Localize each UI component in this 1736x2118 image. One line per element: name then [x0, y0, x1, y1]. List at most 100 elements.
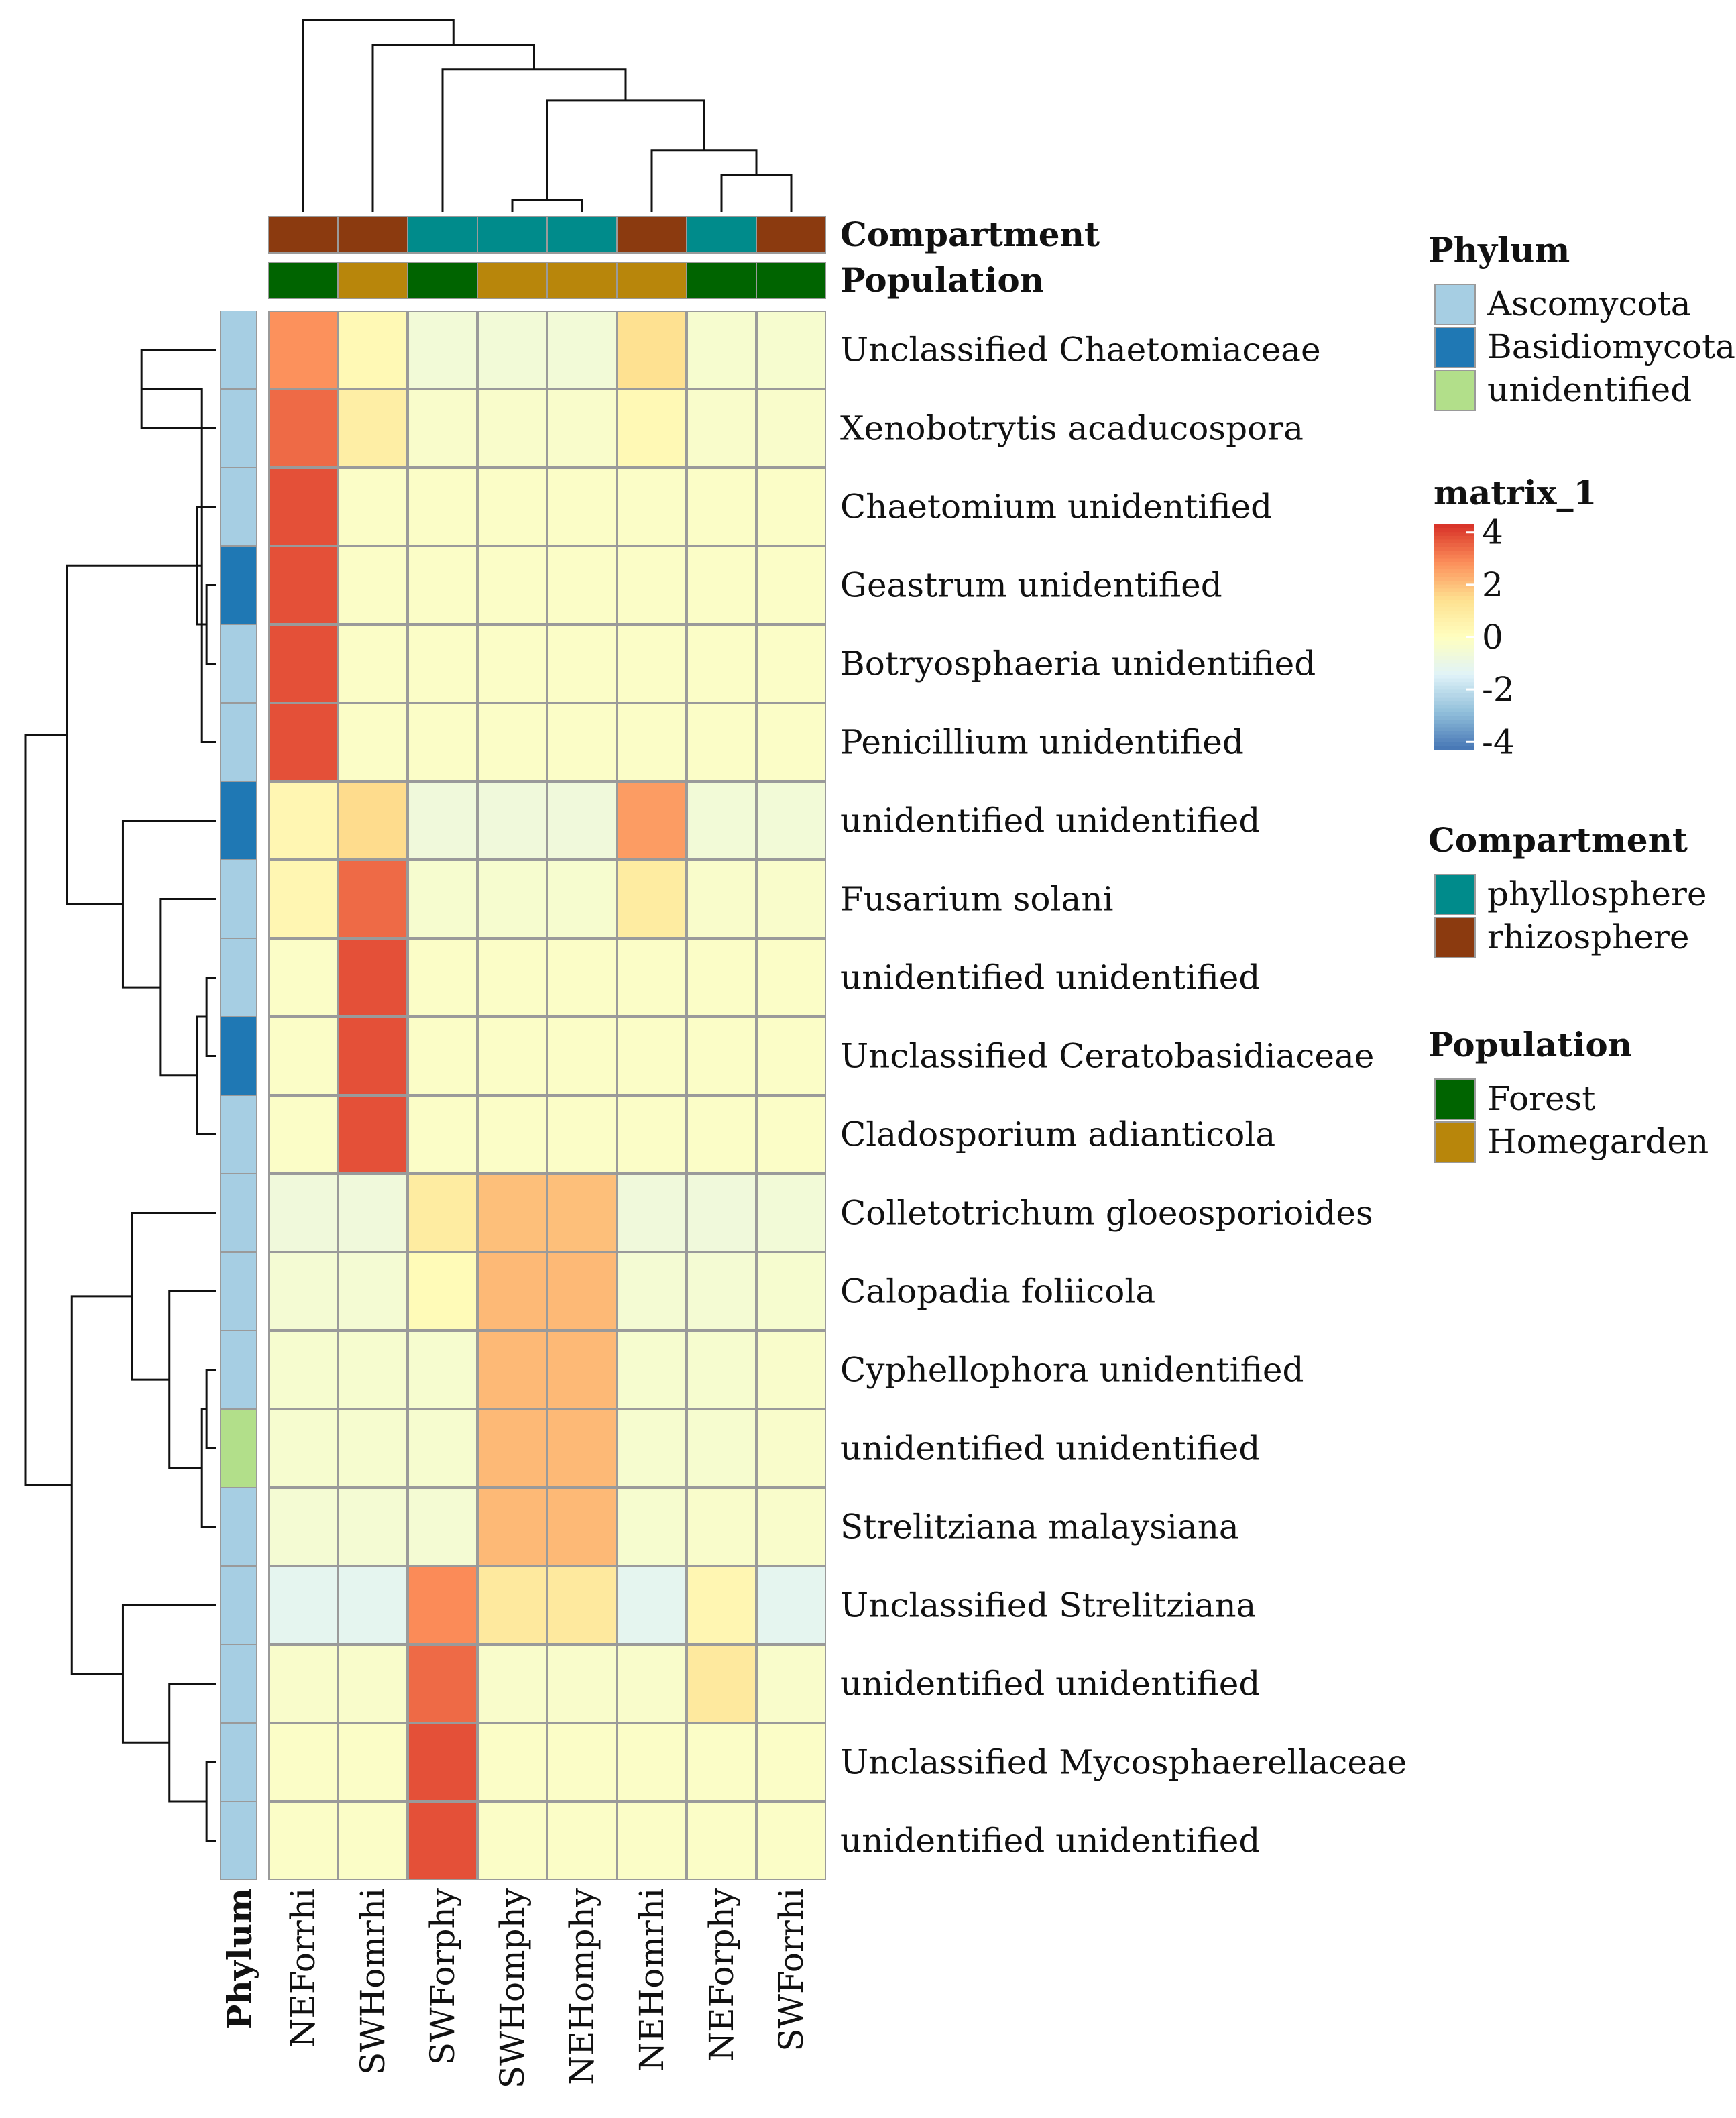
color-scale-step: [1434, 723, 1474, 728]
legend-swatch-unidentified: [1434, 370, 1476, 411]
heatmap-cell-r6-c0: [270, 783, 337, 858]
heatmap-cell-r2-c1: [339, 469, 406, 545]
phylum-annotation-bar: Phylum: [220, 311, 259, 2029]
heatmap-cell-r5-c7: [758, 704, 825, 780]
phylum-bar-background: [220, 311, 257, 1880]
population-cell-forest: [757, 263, 825, 298]
color-scale-step: [1434, 742, 1474, 747]
row-label: Botryosphaeria unidentified: [840, 645, 1316, 683]
row-dendrogram-branch: [131, 1212, 216, 1381]
color-scale-step: [1434, 659, 1474, 665]
heatmap-cell-r4-c0: [270, 626, 337, 702]
heatmap-cell-r12-c3: [479, 1253, 546, 1329]
color-scale-step: [1434, 708, 1474, 713]
color-scale-step: [1434, 547, 1474, 552]
heatmap-cell-r15-c7: [758, 1489, 825, 1565]
legend-label-unidentified: unidentified: [1487, 370, 1692, 409]
legend-swatch-rhizosphere: [1434, 917, 1476, 958]
heatmap-cell-r4-c6: [688, 626, 755, 702]
heatmap-cell-r19-c6: [688, 1803, 755, 1879]
legend-swatch-phyllosphere: [1434, 874, 1476, 915]
population-bar-label: Population: [840, 260, 1044, 300]
heatmap-cell-r14-c4: [548, 1410, 616, 1486]
color-scale-step: [1434, 577, 1474, 581]
heatmap-cell-r11-c1: [339, 1175, 406, 1251]
color-scale-step: [1434, 535, 1474, 541]
heatmap-cell-r8-c0: [270, 940, 337, 1015]
phylum-cell-ascomycota: [221, 939, 256, 1016]
heatmap-grid-background: [268, 311, 826, 1880]
compartment-cell-rhizosphere: [269, 217, 337, 252]
color-scale-step: [1434, 629, 1474, 634]
color-scale-step: [1434, 588, 1474, 593]
row-dendrogram-branch: [24, 734, 72, 1486]
heatmap-cell-r11-c7: [758, 1175, 825, 1251]
heatmap-cell-r6-c1: [339, 783, 406, 858]
phylum-cell-ascomycota: [221, 860, 256, 938]
heatmap-cell-r6-c2: [409, 783, 476, 858]
heatmap-cell-r7-c6: [688, 861, 755, 937]
heatmap-cell-r12-c4: [548, 1253, 616, 1329]
row-dendrogram-branch: [200, 1408, 216, 1528]
heatmap-cell-r1-c4: [548, 390, 616, 466]
row-label: unidentified unidentified: [840, 958, 1260, 997]
color-scale-step: [1434, 607, 1474, 612]
column-label-neforphy: NEForphy: [702, 1887, 741, 2061]
heatmap-cell-r8-c2: [409, 940, 476, 1015]
color-scale-step: [1434, 675, 1474, 679]
phylum-cell-ascomycota: [221, 1645, 256, 1722]
heatmap-cell-r11-c4: [548, 1175, 616, 1251]
heatmap-cell-r0-c7: [758, 312, 825, 388]
column-label-swhomrhi: SWHomrhi: [353, 1888, 392, 2075]
heatmap-cell-r12-c5: [618, 1253, 685, 1329]
heatmap-cell-r3-c7: [758, 547, 825, 623]
heatmap-cell-r2-c2: [409, 469, 476, 545]
color-scale-step: [1434, 678, 1474, 683]
heatmap-cell-r17-c1: [339, 1646, 406, 1722]
color-scale-step: [1434, 716, 1474, 721]
heatmap-cell-r4-c1: [339, 626, 406, 702]
column-dendrogram: [302, 19, 793, 212]
row-dendrogram-branch: [121, 820, 216, 989]
color-scale-step: [1434, 720, 1474, 724]
heatmap-cell-r7-c4: [548, 861, 616, 937]
heatmap-cell-r8-c5: [618, 940, 685, 1015]
color-scale-step: [1434, 626, 1474, 630]
row-label: Unclassified Ceratobasidiaceae: [840, 1037, 1374, 1076]
population-cell-forest: [269, 263, 337, 298]
row-label: Cyphellophora unidentified: [840, 1351, 1304, 1390]
color-scale-step: [1434, 633, 1474, 638]
heatmap-cell-r1-c5: [618, 390, 685, 466]
row-dendrogram: [24, 349, 216, 1842]
heatmap-cell-r16-c4: [548, 1567, 616, 1643]
column-labels: NEForrhi SWHomrhi SWForphy SWHomphy NEHomphy…: [284, 1887, 811, 2088]
heatmap-cell-r5-c6: [688, 704, 755, 780]
heatmap-cell-r16-c1: [339, 1567, 406, 1643]
legend-label-ascomycota: Ascomycota: [1487, 284, 1691, 323]
heatmap-cell-r1-c6: [688, 390, 755, 466]
heatmap-cell-r14-c7: [758, 1410, 825, 1486]
row-label: Strelitziana malaysiana: [840, 1508, 1239, 1547]
heatmap-cell-r18-c2: [409, 1724, 476, 1800]
heatmap-cell-r9-c0: [270, 1018, 337, 1094]
heatmap-cell-r14-c1: [339, 1410, 406, 1486]
legend-swatch-basidiomycota: [1434, 327, 1476, 368]
color-scale-step: [1434, 637, 1474, 642]
heatmap-cell-r2-c0: [270, 469, 337, 545]
column-label-neforrhi: NEForrhi: [284, 1888, 323, 2048]
row-dendrogram-branch: [205, 584, 216, 665]
heatmap-cell-r14-c3: [479, 1410, 546, 1486]
column-dendrogram-branch: [511, 199, 583, 212]
row-dendrogram-branch: [205, 1369, 216, 1449]
color-scale-step: [1434, 562, 1474, 567]
phylum-legend-title: Phylum: [1428, 230, 1570, 270]
heatmap-cell-r7-c3: [479, 861, 546, 937]
row-labels: Unclassified Chaetomiaceae Xenobotrytis a…: [840, 331, 1407, 1860]
color-scale-step: [1434, 671, 1474, 675]
heatmap-cell-r2-c5: [618, 469, 685, 545]
color-scale-tick-label: 0: [1482, 618, 1503, 657]
color-scale-step: [1434, 731, 1474, 736]
heatmap-cell-r15-c1: [339, 1489, 406, 1565]
row-label: unidentified unidentified: [840, 1665, 1260, 1704]
